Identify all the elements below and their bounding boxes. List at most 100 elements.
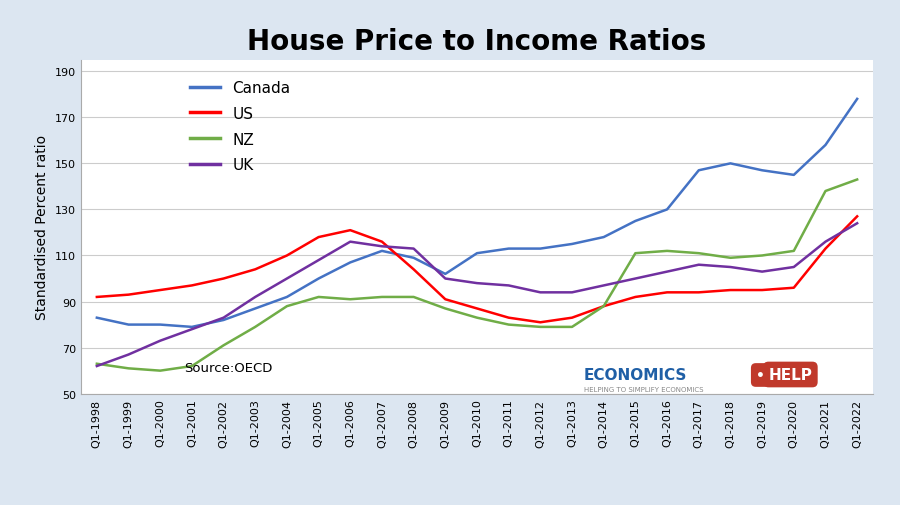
UK bbox=[313, 258, 324, 264]
Canada bbox=[630, 219, 641, 225]
Canada bbox=[92, 315, 103, 321]
UK bbox=[186, 327, 197, 333]
NZ bbox=[725, 255, 736, 261]
NZ bbox=[757, 253, 768, 259]
UK bbox=[123, 352, 134, 358]
US bbox=[313, 234, 324, 240]
NZ bbox=[282, 304, 292, 310]
Canada bbox=[757, 168, 768, 174]
Canada bbox=[820, 142, 831, 148]
Canada bbox=[282, 294, 292, 300]
US bbox=[409, 267, 419, 273]
UK bbox=[567, 290, 578, 296]
NZ bbox=[409, 294, 419, 300]
US bbox=[282, 253, 292, 259]
NZ bbox=[503, 322, 514, 328]
UK bbox=[376, 244, 387, 250]
NZ bbox=[630, 250, 641, 257]
Canada bbox=[788, 173, 799, 179]
Text: HELPING TO SIMPLIFY ECONOMICS: HELPING TO SIMPLIFY ECONOMICS bbox=[584, 386, 704, 392]
Canada bbox=[535, 246, 545, 252]
US bbox=[376, 239, 387, 245]
US bbox=[662, 290, 672, 296]
Canada bbox=[313, 276, 324, 282]
UK bbox=[725, 265, 736, 271]
US bbox=[757, 287, 768, 293]
Text: Source:OECD: Source:OECD bbox=[184, 361, 273, 374]
UK bbox=[218, 315, 229, 321]
UK bbox=[92, 363, 103, 369]
Canada bbox=[186, 324, 197, 330]
Canada bbox=[250, 306, 261, 312]
US bbox=[503, 315, 514, 321]
UK bbox=[250, 294, 261, 300]
NZ bbox=[472, 315, 482, 321]
US bbox=[725, 287, 736, 293]
Canada bbox=[693, 168, 704, 174]
Canada bbox=[725, 161, 736, 167]
Canada bbox=[123, 322, 134, 328]
NZ bbox=[598, 304, 609, 310]
Canada bbox=[376, 248, 387, 255]
US bbox=[345, 228, 356, 234]
Canada bbox=[503, 246, 514, 252]
US bbox=[598, 304, 609, 310]
UK bbox=[598, 283, 609, 289]
Text: HELP: HELP bbox=[769, 367, 813, 382]
US bbox=[186, 283, 197, 289]
US bbox=[123, 292, 134, 298]
NZ bbox=[123, 366, 134, 372]
NZ bbox=[155, 368, 166, 374]
NZ bbox=[788, 248, 799, 255]
NZ bbox=[376, 294, 387, 300]
Line: UK: UK bbox=[97, 224, 857, 366]
NZ bbox=[535, 324, 545, 330]
NZ bbox=[662, 248, 672, 255]
Canada bbox=[155, 322, 166, 328]
Canada bbox=[440, 271, 451, 277]
Line: Canada: Canada bbox=[97, 99, 857, 327]
UK bbox=[345, 239, 356, 245]
US bbox=[693, 290, 704, 296]
NZ bbox=[820, 188, 831, 194]
NZ bbox=[345, 296, 356, 302]
UK bbox=[472, 281, 482, 287]
Canada bbox=[472, 250, 482, 257]
Canada bbox=[662, 207, 672, 213]
Title: House Price to Income Ratios: House Price to Income Ratios bbox=[248, 28, 706, 56]
UK bbox=[503, 283, 514, 289]
US bbox=[788, 285, 799, 291]
NZ bbox=[851, 177, 862, 183]
US bbox=[630, 294, 641, 300]
Line: US: US bbox=[97, 217, 857, 323]
NZ bbox=[567, 324, 578, 330]
US bbox=[567, 315, 578, 321]
NZ bbox=[250, 324, 261, 330]
UK bbox=[693, 262, 704, 268]
Y-axis label: Standardised Percent ratio: Standardised Percent ratio bbox=[35, 135, 50, 320]
Canada bbox=[409, 255, 419, 261]
US bbox=[820, 246, 831, 252]
Canada bbox=[851, 96, 862, 103]
UK bbox=[662, 269, 672, 275]
UK bbox=[630, 276, 641, 282]
Text: •: • bbox=[756, 368, 765, 382]
NZ bbox=[218, 342, 229, 348]
Canada bbox=[345, 260, 356, 266]
Canada bbox=[567, 241, 578, 247]
US bbox=[440, 296, 451, 302]
US bbox=[535, 320, 545, 326]
NZ bbox=[92, 361, 103, 367]
Canada bbox=[218, 317, 229, 323]
UK bbox=[788, 265, 799, 271]
US bbox=[92, 294, 103, 300]
US bbox=[155, 287, 166, 293]
Text: ECONOMICS: ECONOMICS bbox=[584, 367, 688, 382]
US bbox=[851, 214, 862, 220]
Legend: Canada, US, NZ, UK: Canada, US, NZ, UK bbox=[184, 75, 297, 179]
Line: NZ: NZ bbox=[97, 180, 857, 371]
UK bbox=[820, 239, 831, 245]
US bbox=[218, 276, 229, 282]
UK bbox=[155, 338, 166, 344]
UK bbox=[757, 269, 768, 275]
